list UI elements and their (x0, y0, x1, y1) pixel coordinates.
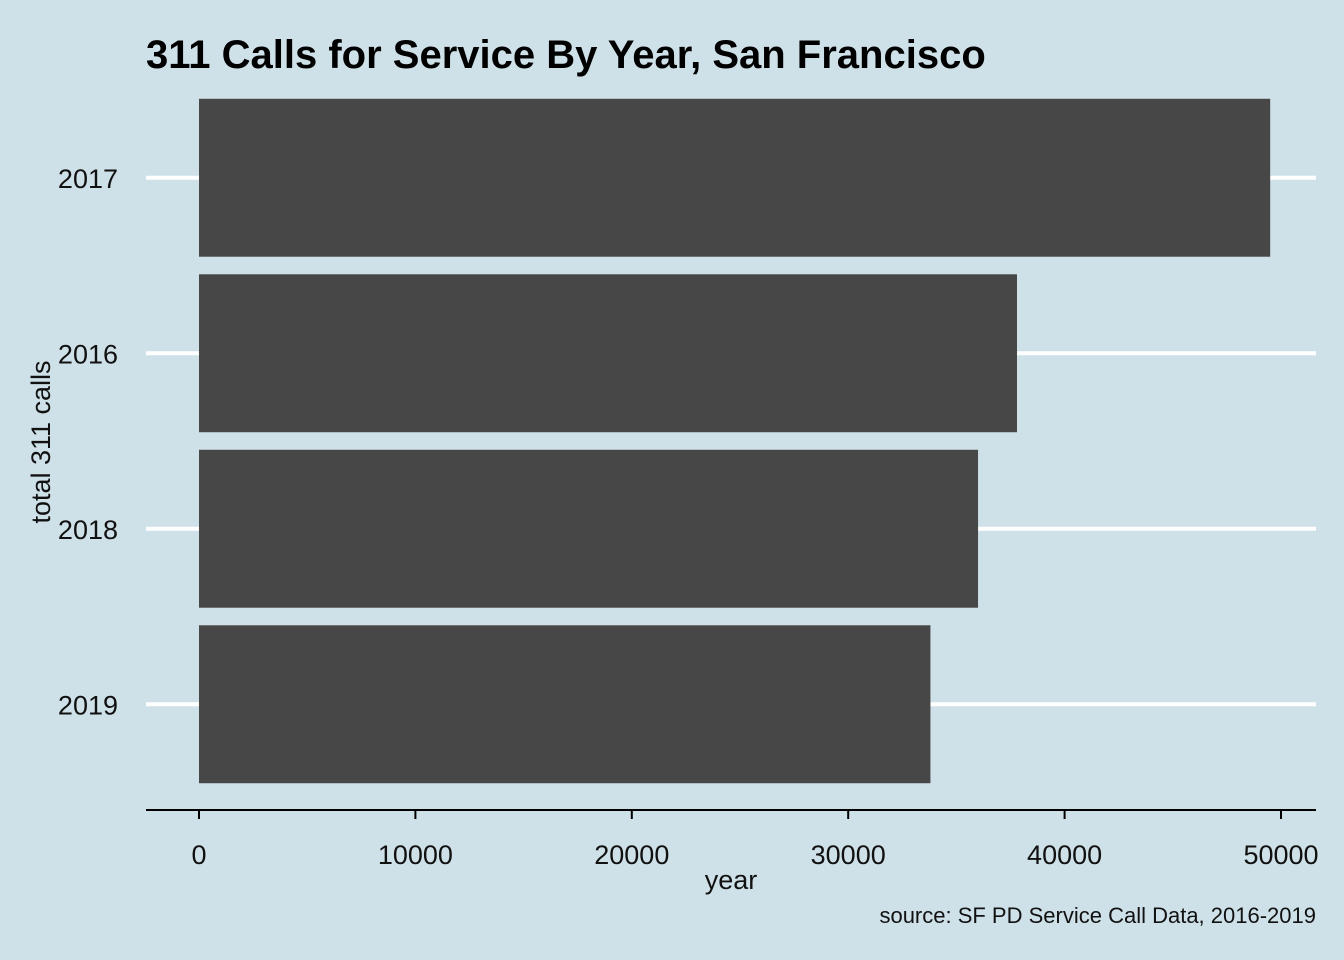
y-tick-label: 2017 (58, 164, 118, 194)
y-axis-title: total 311 calls (26, 360, 56, 523)
y-tick-label: 2018 (58, 515, 118, 545)
bar-2018 (199, 449, 979, 608)
x-tick-label: 20000 (594, 840, 669, 870)
y-axis: 2017 2016 2018 2019 (58, 164, 118, 721)
bar-2019 (199, 625, 931, 784)
x-tick-label: 50000 (1243, 840, 1318, 870)
y-tick-label: 2019 (58, 690, 118, 720)
x-tick-label: 0 (191, 840, 206, 870)
bars (199, 98, 1271, 784)
chart-caption: source: SF PD Service Call Data, 2016-20… (879, 903, 1316, 928)
bar-2017 (199, 98, 1271, 257)
x-axis: 0 10000 20000 30000 40000 50000 (146, 809, 1319, 870)
x-tick-label: 40000 (1027, 840, 1102, 870)
bar-2016 (199, 274, 1017, 433)
x-axis-title: year (705, 865, 758, 895)
chart-title: 311 Calls for Service By Year, San Franc… (146, 33, 986, 77)
x-tick-label: 30000 (811, 840, 886, 870)
x-tick-label: 10000 (378, 840, 453, 870)
y-tick-label: 2016 (58, 339, 118, 369)
